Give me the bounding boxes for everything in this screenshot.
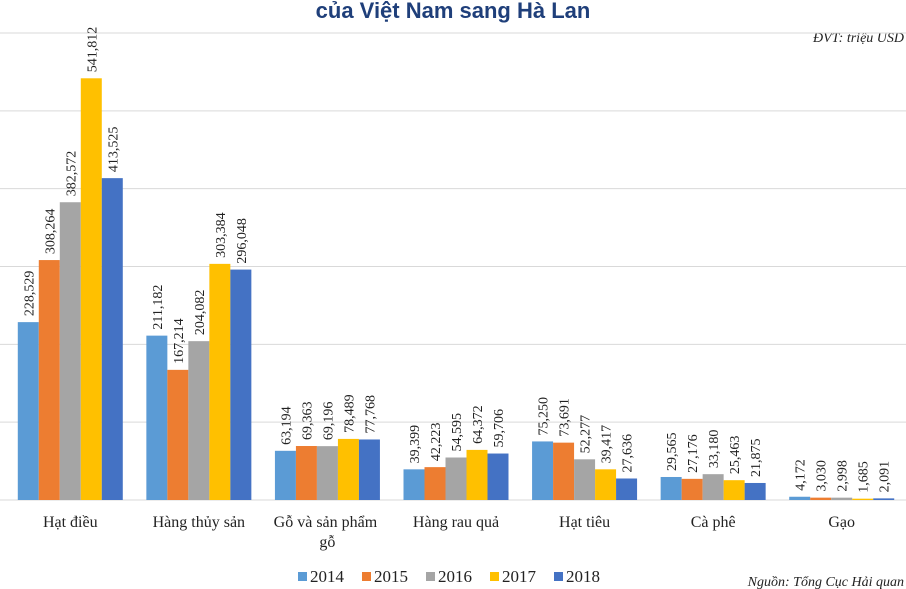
bar [358,439,380,500]
bar [702,474,724,500]
bar [445,457,467,500]
bar [101,178,123,500]
value-label: 228,529 [22,271,37,317]
bar [59,202,81,501]
value-label: 33,180 [707,430,722,469]
legend-label: 2015 [374,567,408,586]
bar [744,482,766,500]
value-label: 75,250 [537,397,552,436]
value-label: 29,565 [665,432,680,471]
bar [403,469,425,500]
x-tick-label: Hàng rau quả [413,514,499,531]
value-label: 39,399 [408,425,423,464]
bar [532,441,554,500]
unit-note: ĐVT: triệu USD [812,31,904,46]
x-tick-label: Gỗ và sản phẩm gỗ [274,514,382,551]
value-label: 296,048 [235,218,250,264]
value-label: 78,489 [342,394,357,433]
bar [337,438,359,500]
value-label: 3,030 [815,460,830,492]
value-label: 382,572 [64,151,79,197]
bar [852,498,874,500]
bar [553,442,575,500]
value-label: 27,176 [686,434,701,473]
bar [810,497,832,500]
value-label: 69,363 [300,402,315,441]
bar [295,446,317,500]
legend-label: 2014 [310,567,345,586]
bar [616,478,638,500]
legend-swatch [490,572,499,581]
source-note: Nguồn: Tổng Cục Hải quan [747,575,904,589]
value-label: 64,372 [471,405,486,444]
bar [316,446,338,500]
value-label: 413,525 [106,127,121,172]
bar [146,335,168,500]
bar [831,497,853,500]
x-tick-label: Hàng thủy sản [153,514,245,531]
value-label: 63,194 [279,406,294,445]
value-label: 52,277 [579,415,594,454]
value-label: 2,091 [878,461,893,493]
value-label: 69,196 [321,402,336,441]
x-tick-label: Hạt điều [43,514,98,531]
x-tick-label: Gạo [828,514,855,531]
x-tick-label: Hạt tiêu [559,514,610,531]
bar [574,459,596,500]
bar [17,322,39,500]
x-tick-label: Cà phê [691,514,736,531]
legend-swatch [554,572,563,581]
bar [681,478,703,500]
bar [424,467,446,500]
value-label: 25,463 [728,436,743,475]
bar [230,269,252,500]
value-label: 1,685 [857,461,872,493]
value-label: 541,812 [85,27,100,72]
value-label: 303,384 [214,212,229,258]
bar [167,369,189,500]
bar [188,341,210,500]
bar [38,260,60,500]
value-label: 27,636 [621,434,636,473]
legend-swatch [298,572,307,581]
bar [723,480,745,500]
value-label: 21,875 [749,438,764,477]
value-label: 39,417 [600,425,615,464]
value-label: 59,706 [492,409,507,448]
value-label: 4,172 [794,459,809,491]
value-label: 54,595 [450,413,465,452]
value-label: 308,264 [43,209,58,255]
value-label: 211,182 [151,285,166,330]
bar [595,469,617,500]
value-label: 42,223 [429,423,444,462]
bar [873,498,895,500]
bar [487,453,509,500]
bar [660,476,682,500]
value-label: 2,998 [836,460,851,492]
value-label: 167,214 [172,318,187,364]
legend-label: 2016 [438,567,472,586]
value-label: 77,768 [363,395,378,434]
legend-label: 2018 [566,567,600,586]
value-label: 204,082 [193,290,208,336]
chart-title: của Việt Nam sang Hà Lan [316,0,591,23]
bar [789,496,811,500]
value-label: 73,691 [558,398,573,437]
bar [466,449,488,500]
legend-swatch [426,572,435,581]
bar [80,78,102,500]
legend-label: 2017 [502,567,537,586]
bar [274,450,296,500]
legend-swatch [362,572,371,581]
bar [209,263,231,500]
